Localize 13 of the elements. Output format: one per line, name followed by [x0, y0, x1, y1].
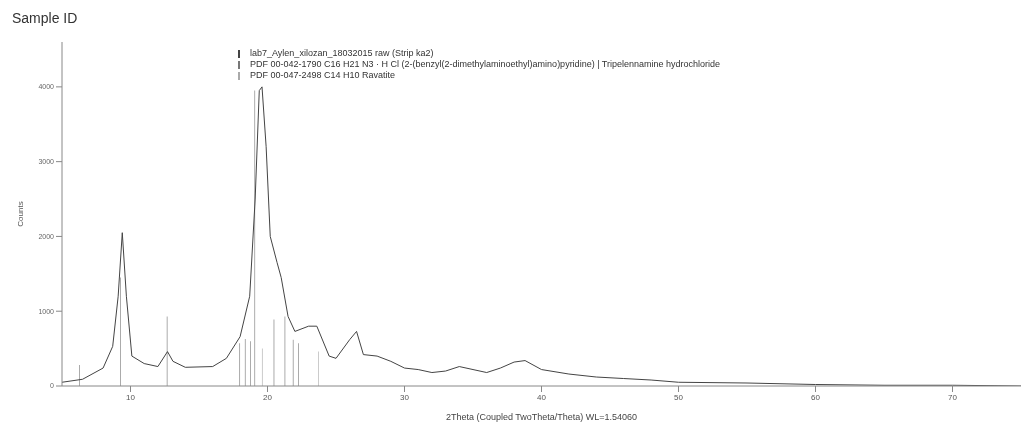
- x-tick-label: 20: [263, 392, 273, 402]
- chart-title: Sample ID: [12, 10, 78, 26]
- legend-label: PDF 00-047-2498 C14 H10 Ravatite: [250, 70, 396, 81]
- x-tick-label: 60: [811, 392, 821, 402]
- x-tick-label: 10: [126, 392, 136, 402]
- legend-label: lab7_Aylen_xilozan_18032015 raw (Strip ka2): [250, 48, 434, 59]
- x-axis-title: 2Theta (Coupled TwoTheta/Theta) WL=1.54060: [445, 412, 638, 422]
- y-axis-title: Counts: [15, 201, 25, 227]
- x-tick-label: 50: [674, 392, 684, 402]
- x-tick-label: 70: [948, 392, 958, 402]
- x-tick-label: 40: [537, 392, 547, 402]
- x-tick-label: 30: [400, 392, 410, 402]
- legend-label: PDF 00-042-1790 C16 H21 N3 · H Cl (2-(benzyl(2-dimethylaminoethyl)amino)pyridine) | Tripelennamine hydrochloride: [250, 59, 721, 70]
